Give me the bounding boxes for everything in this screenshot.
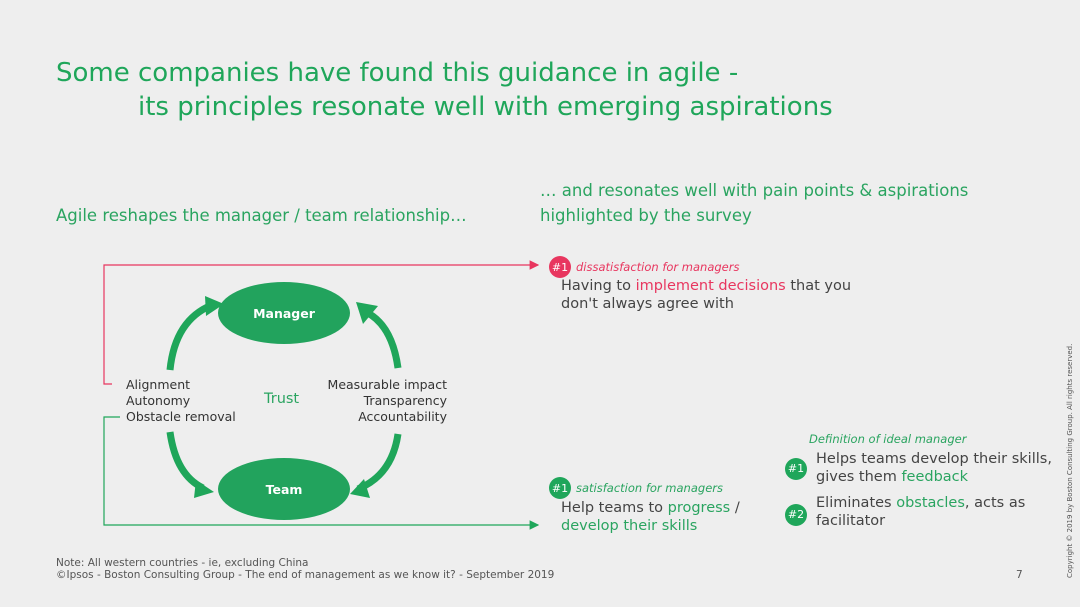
rank-badge: #1: [549, 256, 571, 278]
text-part: Having to: [561, 278, 636, 294]
text-part: gives them: [816, 469, 902, 485]
right-item: Measurable impact: [327, 377, 447, 392]
ideal-item-2: Eliminates obstacles, acts as facilitato…: [816, 494, 1025, 530]
highlight-text: feedback: [901, 469, 969, 485]
left-item: Alignment: [126, 377, 191, 392]
left-header: Agile reshapes the manager / team relati…: [56, 206, 467, 225]
text-part: Help teams to: [561, 500, 668, 516]
left-items: Alignment Autonomy Obstacle removal: [126, 377, 236, 425]
highlight-text: implement decisions: [635, 278, 786, 294]
ideal-item-1: Helps teams develop their skills, gives …: [816, 450, 1052, 486]
text-line: facilitator: [816, 513, 886, 529]
title-line-1: Some companies have found this guidance …: [56, 58, 739, 88]
dissatisfaction-connector: [103, 260, 540, 385]
page-number: 7: [1016, 569, 1023, 581]
dissatisfaction-text: Having to implement decisions that you d…: [561, 277, 851, 313]
cycle-arrow-top-right: [364, 308, 402, 369]
satisfaction-label: satisfaction for managers: [576, 481, 723, 495]
cycle-arrow-top-left: [166, 301, 214, 371]
right-header-line-1: … and resonates well with pain points & …: [540, 181, 969, 200]
title-line-2: its principles resonate well with emergi…: [138, 92, 833, 122]
page-title: Some companies have found this guidance …: [56, 56, 833, 124]
rank-badge: #1: [785, 457, 807, 480]
cycle-arrow-bottom-left: [166, 431, 205, 492]
right-header-line-2: highlighted by the survey: [540, 206, 752, 225]
text-line: develop their skills: [561, 518, 698, 534]
text-part: that you: [785, 278, 852, 294]
copyright-notice: Copyright © 2019 by Boston Consulting Gr…: [1066, 343, 1074, 578]
dissatisfaction-heading: #1 dissatisfaction for managers: [549, 256, 739, 278]
ideal-item-1-badge-wrap: #1: [785, 457, 807, 480]
text-part: Eliminates: [816, 495, 897, 511]
footer-note: Note: All western countries - ie, exclud…: [56, 557, 309, 569]
rank-badge: #1: [549, 477, 571, 499]
satisfaction-connector: [103, 416, 540, 530]
ideal-manager-label: Definition of ideal manager: [809, 432, 967, 446]
footer-source: ©Ipsos - Boston Consulting Group - The e…: [56, 569, 555, 581]
text-part: /: [730, 500, 740, 516]
highlight-text: obstacles: [896, 495, 965, 511]
right-items: Measurable impact Transparency Accountab…: [328, 377, 447, 425]
left-item: Autonomy: [126, 393, 191, 408]
text-line: Helps teams develop their skills,: [816, 451, 1052, 467]
right-item: Accountability: [358, 409, 447, 424]
left-item: Obstacle removal: [126, 409, 236, 424]
right-item: Transparency: [363, 393, 447, 408]
text-part: , acts as: [964, 495, 1026, 511]
rank-badge: #2: [785, 503, 807, 526]
text-line: don't always agree with: [561, 296, 734, 312]
dissatisfaction-label: dissatisfaction for managers: [576, 260, 740, 274]
trust-label: Trust: [264, 391, 300, 407]
right-header: … and resonates well with pain points & …: [540, 178, 968, 228]
highlight-text: progress: [667, 500, 731, 516]
team-node: Team: [218, 458, 350, 520]
satisfaction-text: Help teams to progress / develop their s…: [561, 499, 740, 535]
manager-node: Manager: [218, 282, 350, 344]
ideal-item-2-badge-wrap: #2: [785, 503, 807, 526]
satisfaction-heading: #1 satisfaction for managers: [549, 477, 723, 499]
